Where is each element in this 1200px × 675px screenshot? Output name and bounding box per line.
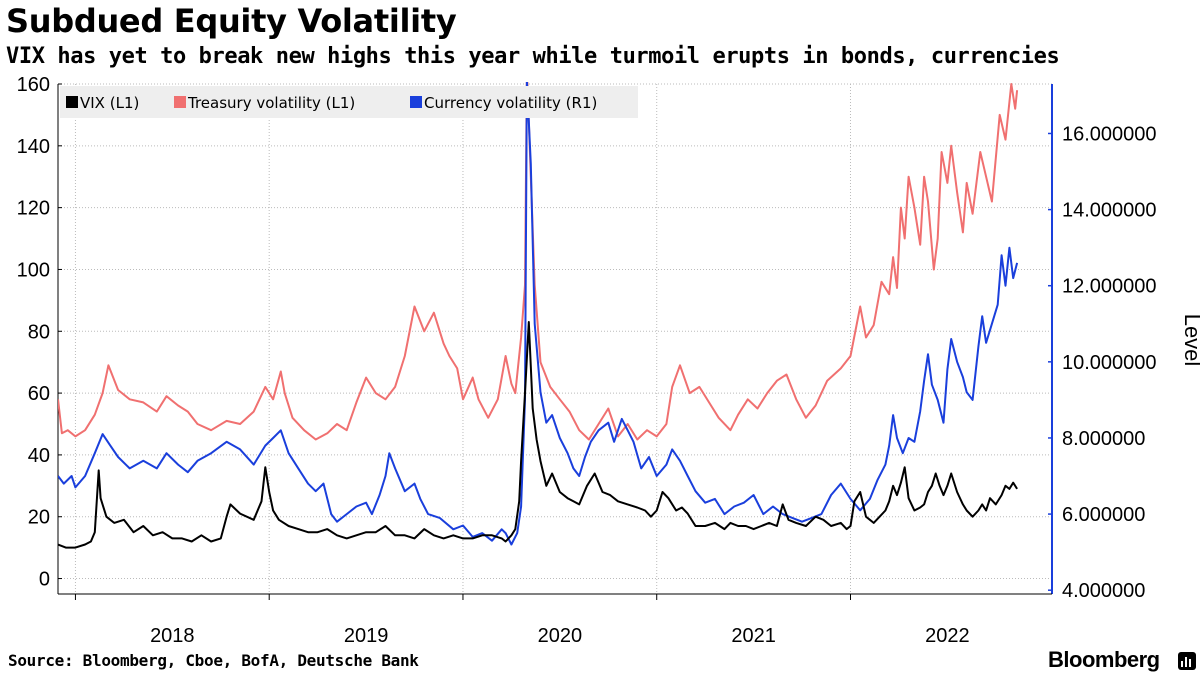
x-axis-tick-label: 2019 (344, 625, 389, 647)
right-axis-tick-label: 6.000000 (1062, 504, 1145, 526)
brand-logo: Bloomberg (1048, 647, 1160, 672)
left-axis-tick-label: 120 (17, 198, 50, 220)
left-axis-tick-label: 60 (28, 383, 50, 405)
left-axis-tick-label: 160 (17, 74, 50, 96)
x-axis-tick-label: 2021 (731, 625, 776, 647)
right-axis-tick-label: 8.000000 (1062, 428, 1145, 450)
left-axis-tick-label: 140 (17, 136, 50, 158)
left-axis-tick-label: 20 (28, 507, 50, 529)
legend-label: Currency volatility (R1) (424, 94, 597, 112)
right-axis-tick-label: 14.000000 (1062, 200, 1157, 222)
legend-label: VIX (L1) (80, 94, 139, 112)
bar-chart-icon (1178, 652, 1196, 670)
legend-swatch (66, 96, 78, 108)
right-axis-tick-label: 16.000000 (1062, 123, 1157, 145)
series-line-currency-volatility (58, 82, 1019, 546)
legend-label: Treasury volatility (L1) (187, 94, 355, 112)
legend-box (60, 86, 638, 118)
left-axis-tick-label: 100 (17, 259, 50, 281)
right-axis-tick-label: 10.000000 (1062, 352, 1157, 374)
right-axis-tick-label: 4.000000 (1062, 580, 1145, 602)
left-axis-tick-label: 40 (28, 445, 50, 467)
x-axis-tick-label: 2020 (538, 625, 583, 647)
x-axis-tick-label: 2022 (925, 625, 970, 647)
x-axis-tick-label: 2018 (150, 625, 195, 647)
right-axis-tick-label: 12.000000 (1062, 276, 1157, 298)
legend-swatch (410, 96, 422, 108)
source-note: Source: Bloomberg, Cboe, BofA, Deutsche … (8, 651, 419, 670)
series-line-vix (58, 321, 1018, 549)
left-axis-tick-label: 80 (28, 321, 50, 343)
legend-swatch (174, 96, 186, 108)
right-axis-label: Level (1180, 314, 1200, 367)
series-line-treasury-volatility (58, 82, 1019, 441)
chart-title: Subdued Equity Volatility (6, 2, 457, 40)
left-axis-tick-label: 0 (39, 569, 50, 591)
chart-subtitle: VIX has yet to break new highs this year… (6, 44, 1060, 69)
